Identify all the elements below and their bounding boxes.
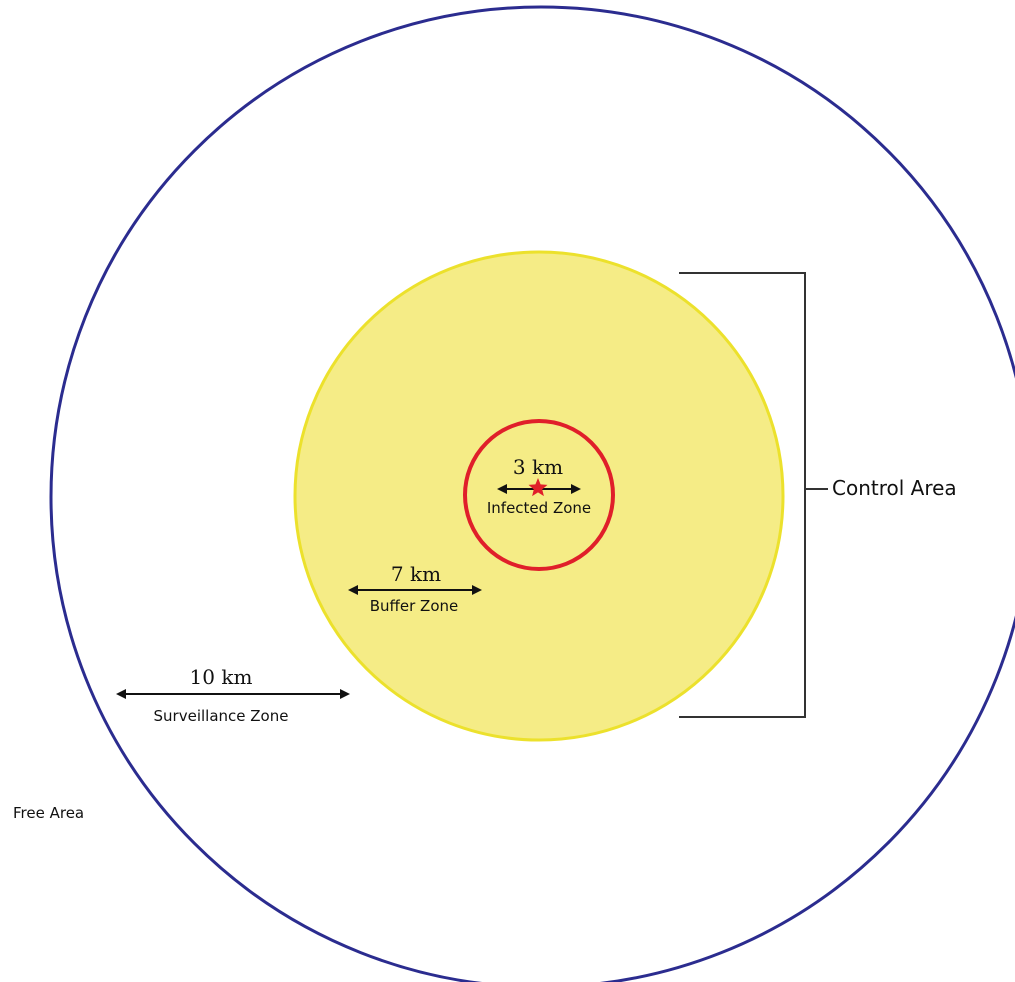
control-area-bracket [679, 272, 828, 718]
infected-zone-distance: 3 km [513, 455, 563, 479]
infected-zone-label: Infected Zone [487, 499, 591, 517]
infected-zone-ring [463, 419, 615, 571]
buffer-zone-distance: 7 km [391, 562, 441, 586]
surveillance-zone-distance: 10 km [190, 665, 253, 689]
buffer-zone-disc [293, 250, 785, 742]
buffer-zone-label: Buffer Zone [370, 597, 458, 615]
control-area-label: Control Area [832, 476, 957, 500]
star-icon [528, 478, 548, 497]
surveillance-zone-label: Surveillance Zone [154, 707, 289, 725]
free-area-label: Free Area [13, 804, 84, 822]
